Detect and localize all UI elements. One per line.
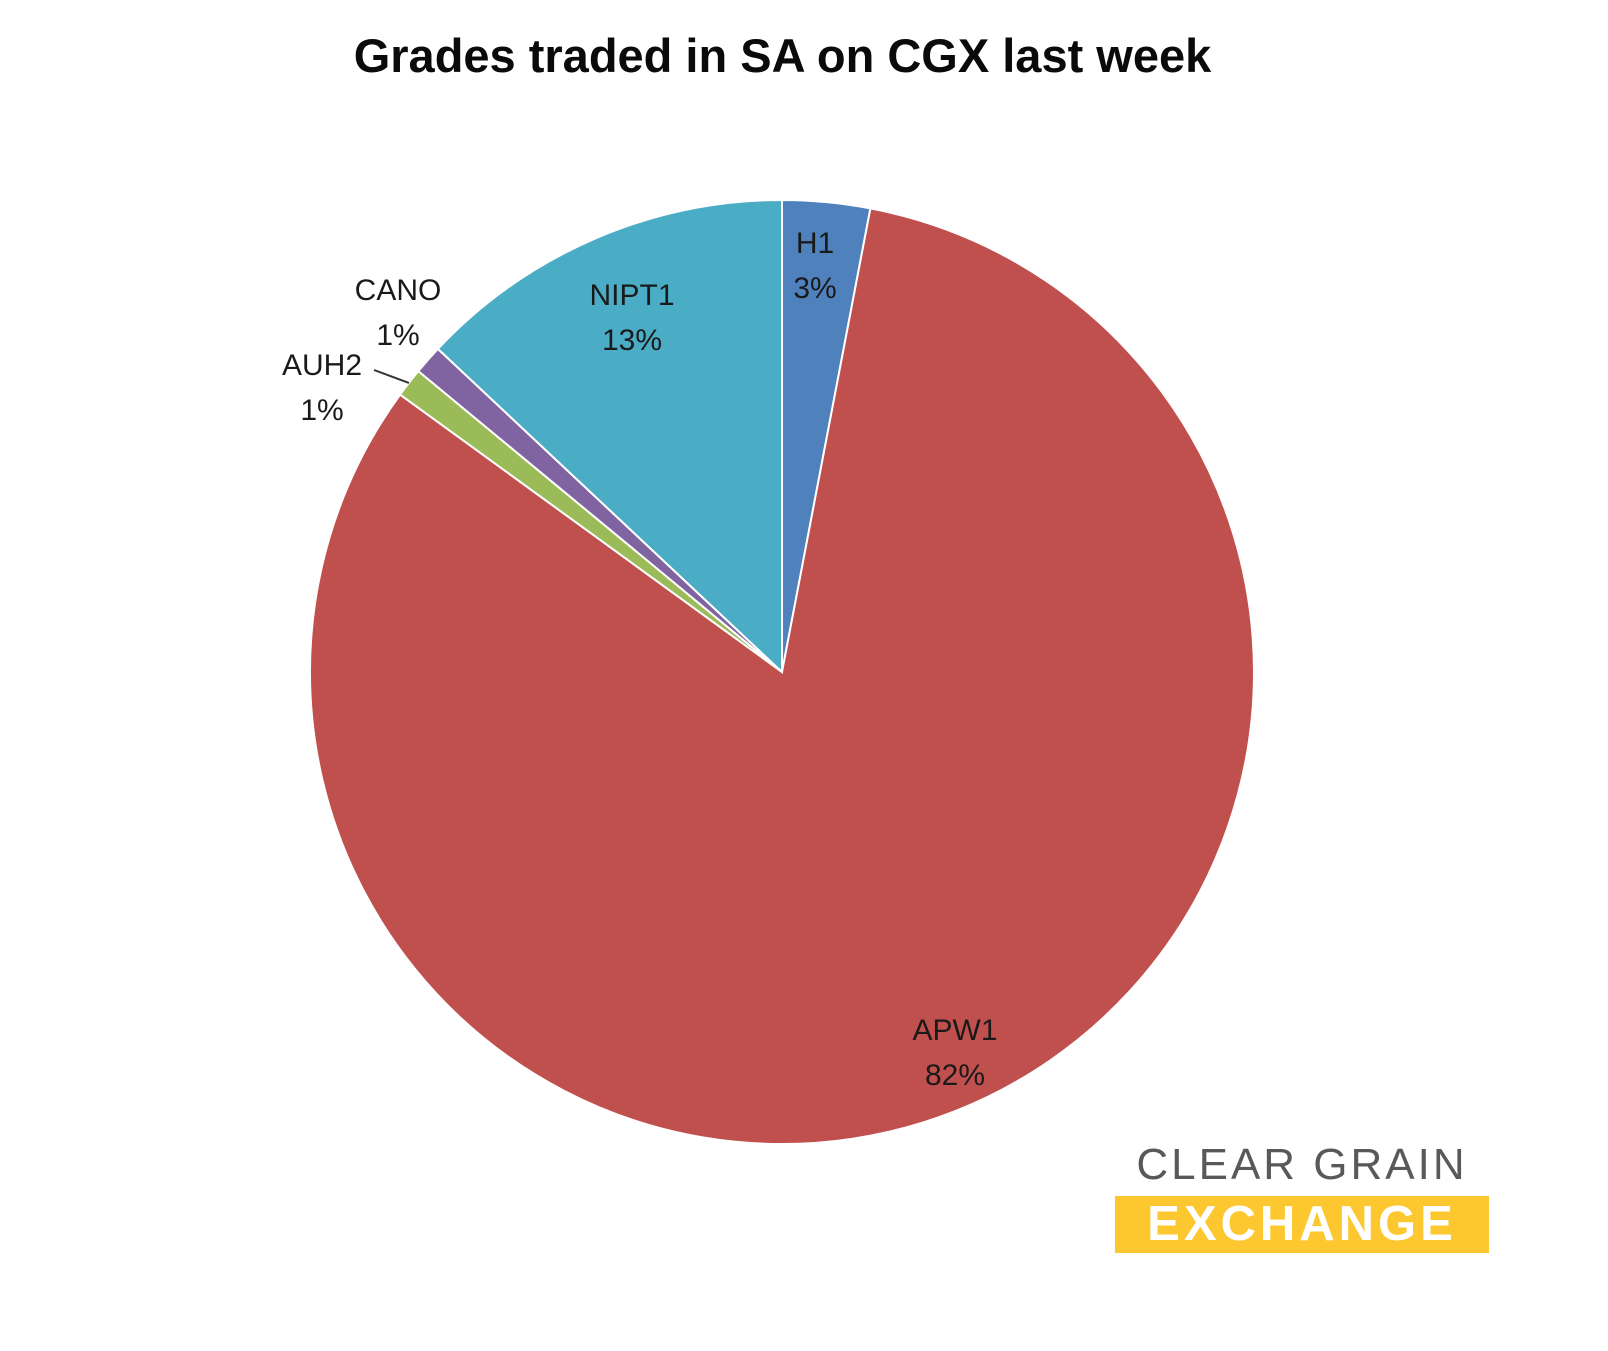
slice-label-h1: H1 3% [793,227,836,305]
pie-slice-apw1 [309,207,1255,1145]
clear-grain-exchange-logo: CLEAR GRAIN EXCHANGE [1115,1140,1489,1253]
slice-label-auh2: AUH2 1% [282,349,362,427]
slice-label-cano: CANO 1% [355,274,442,352]
slice-label-nipt1: NIPT1 13% [589,279,674,357]
slice-label-apw1: APW1 82% [912,1014,997,1092]
logo-exchange-text: EXCHANGE [1115,1196,1489,1253]
auh2-leader-line [373,369,410,384]
chart-title: Grades traded in SA on CGX last week [353,29,1212,82]
logo-clear-grain-text: CLEAR GRAIN [1136,1140,1468,1189]
pie-slice-nipt1 [436,198,783,675]
